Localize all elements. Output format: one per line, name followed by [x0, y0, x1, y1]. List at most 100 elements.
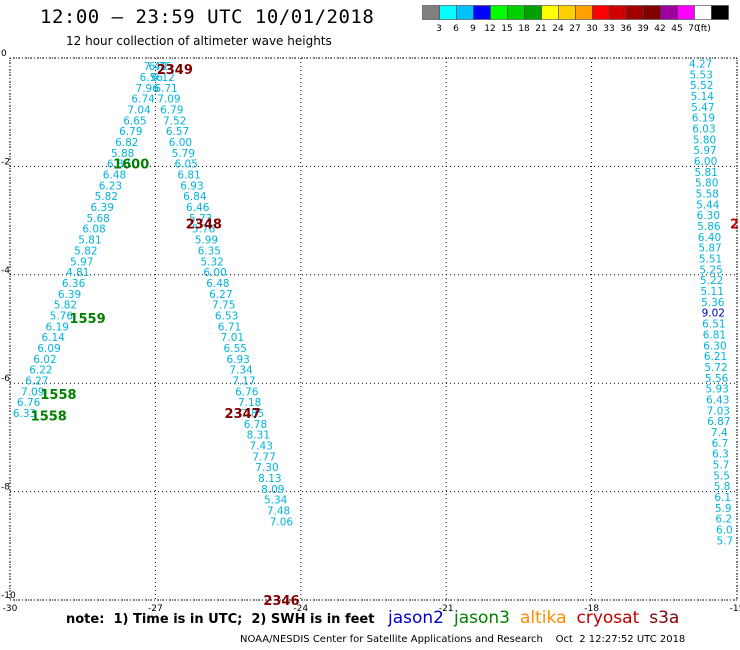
wave-height-value: 5.72: [704, 362, 727, 374]
wave-height-value: 6.65: [123, 115, 146, 127]
wave-height-value: 7.48: [267, 506, 290, 518]
color-scale-label: 36: [620, 24, 632, 34]
wave-height-value: 5.79: [172, 148, 195, 160]
color-scale-label: 42: [654, 24, 665, 34]
wave-height-value: 5.87: [698, 243, 721, 255]
wave-height-value: 6.00: [169, 137, 192, 149]
wave-height-value: 5.7: [717, 535, 734, 547]
wave-height-value: 8.13: [258, 473, 281, 485]
wave-height-value: 6.00: [203, 267, 226, 279]
wave-height-value: 6.30: [697, 210, 720, 222]
page-title: 12:00 — 23:59 UTC 10/01/2018: [40, 6, 375, 28]
wave-height-value: 5.47: [691, 102, 714, 114]
wave-height-value: 5.36: [701, 297, 725, 309]
wave-height-value: 6.88: [107, 159, 130, 171]
wave-height-value: 6.76: [235, 386, 259, 398]
wave-height-value: 6.76: [17, 397, 41, 409]
wave-height-value: 6.40: [698, 232, 721, 244]
wave-height-value: 4.27: [689, 58, 712, 70]
wave-height-value: 6.82: [115, 137, 138, 149]
wave-height-value: 7.43: [250, 441, 273, 453]
color-scale-label: 27: [569, 24, 580, 34]
wave-height-value: 6.36: [62, 278, 86, 290]
lon-tick-label: -24: [293, 604, 308, 614]
wave-height-value: 6.03: [692, 123, 715, 135]
pass-time-label: 2346: [263, 594, 299, 609]
pass-time-label: 1600: [113, 158, 149, 173]
wave-height-value: 6.87: [707, 416, 730, 428]
wave-height-value: 6.71: [154, 83, 177, 95]
color-scale-label: 3: [436, 24, 442, 34]
wave-height-value: 6.27: [209, 289, 232, 301]
wave-height-value: 6.93: [180, 180, 203, 192]
wave-height-value: 5.8: [714, 481, 731, 493]
color-scale-label: 24: [552, 24, 564, 34]
wave-height-value: 6.35: [198, 245, 221, 257]
wave-height-value: 5.81: [78, 235, 101, 247]
wave-height-value: 6.2: [715, 514, 732, 526]
wave-height-value: 6.12: [151, 72, 174, 84]
wave-height-value: 7.75: [212, 300, 235, 312]
color-scale-label: 12: [484, 24, 495, 34]
wave-height-value: 6.57: [166, 126, 189, 138]
wave-height-value: 6.75: [149, 61, 172, 73]
wave-height-value: 6.48: [206, 278, 229, 290]
lat-tick-label: -6: [1, 374, 10, 384]
color-scale-label: 30: [586, 24, 598, 34]
wave-height-value: 5.56: [705, 373, 729, 385]
color-scale-label: 39: [637, 24, 649, 34]
wave-height-value: 7.34: [229, 365, 253, 377]
wave-height-value: 5.97: [70, 256, 93, 268]
wave-height-value: 6.93: [226, 354, 249, 366]
wave-height-value: 5.5: [713, 470, 730, 482]
wave-height-value: 6.74: [131, 94, 155, 106]
wave-height-value: 6.22: [29, 365, 52, 377]
pass-time-label: 1558: [31, 410, 67, 425]
wave-height-value: 7.18: [238, 397, 261, 409]
wave-height-value: 5.80: [695, 178, 718, 190]
color-scale-label: 33: [603, 24, 614, 34]
wave-height-value: 5.22: [700, 275, 723, 287]
wave-height-value: 6.78: [244, 419, 267, 431]
color-scale-label: 9: [470, 24, 476, 34]
wave-height-value: 6.55: [224, 343, 247, 355]
wave-height-value: 5.53: [690, 69, 713, 81]
wave-height-value: 7.09: [21, 386, 44, 398]
wave-height-value: 7.52: [163, 115, 186, 127]
wave-height-value: 5.58: [696, 189, 719, 201]
wave-height-value: 6.00: [694, 156, 717, 168]
pass-time-label: 2: [730, 217, 739, 232]
wave-height-value: 6.09: [37, 343, 60, 355]
wave-height-value: 8.31: [247, 430, 270, 442]
wave-height-value: 6.53: [215, 310, 238, 322]
lat-tick-label: 0: [1, 49, 7, 59]
lat-tick-label: -2: [1, 157, 10, 167]
wave-height-value: 5.25: [699, 264, 722, 276]
wave-height-value: 5.97: [693, 145, 716, 157]
wave-height-value: 6.81: [177, 170, 200, 182]
wave-height-value: 6.19: [692, 113, 715, 125]
wave-height-value: 6.43: [706, 394, 729, 406]
satellite-legend-item: cryosat: [576, 608, 640, 628]
color-scale-legend: 3 6 9 12 15 18 21 24 27 30 33 36 39 42 45 70(ft): [422, 5, 729, 34]
satellite-legend-item: jason3: [454, 608, 510, 628]
wave-height-value: 7.48: [144, 61, 167, 73]
wave-height-value: 5.82: [54, 300, 77, 312]
wave-height-value: 5.7: [713, 460, 730, 472]
wave-height-value: 7.30: [255, 462, 278, 474]
wave-height-value: 5.11: [701, 286, 724, 298]
wave-height-value: 7.04: [127, 104, 151, 116]
wave-height-value: 7.09: [157, 94, 180, 106]
wave-height-value: 5.93: [705, 384, 728, 396]
wave-height-value: 6.02: [33, 354, 56, 366]
wave-height-value: 6.1: [714, 492, 731, 504]
color-scale-unit: (ft): [697, 24, 711, 34]
lat-tick-label: -8: [1, 483, 10, 493]
wave-height-value: 5.80: [693, 134, 716, 146]
wave-height-value: 6.19: [46, 321, 69, 333]
wave-height-value: 7.96: [136, 83, 160, 95]
wave-height-value: 5.73: [189, 213, 212, 225]
color-scale-label: 15: [501, 24, 512, 34]
wave-height-value: 7.4: [711, 427, 728, 439]
wave-height-value: 5.76: [50, 310, 74, 322]
